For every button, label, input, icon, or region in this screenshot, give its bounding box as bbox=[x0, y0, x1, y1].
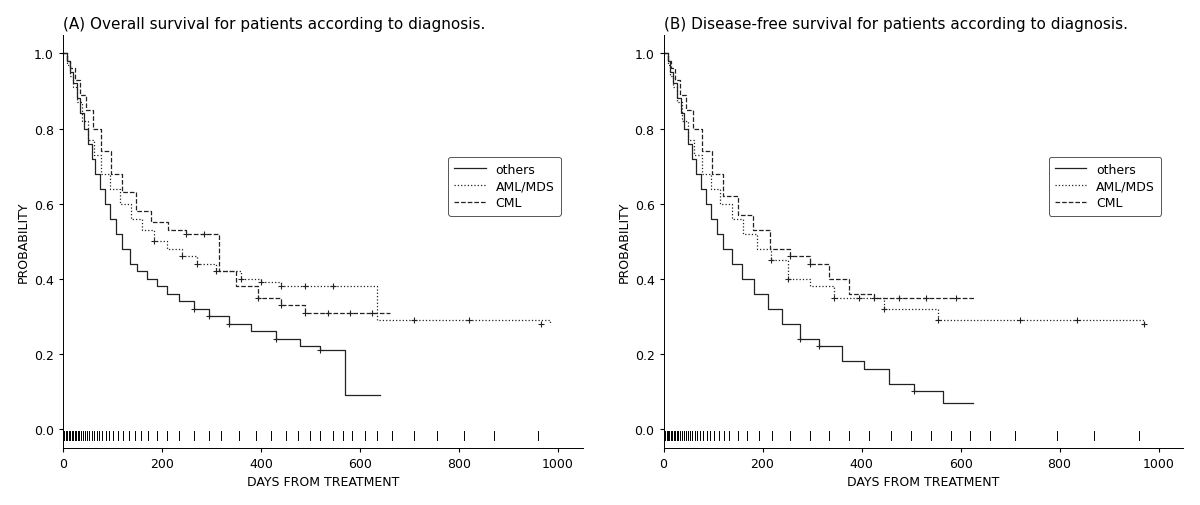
Legend: others, AML/MDS, CML: others, AML/MDS, CML bbox=[1049, 157, 1162, 216]
Text: (B) Disease-free survival for patients according to diagnosis.: (B) Disease-free survival for patients a… bbox=[664, 17, 1128, 32]
X-axis label: DAYS FROM TREATMENT: DAYS FROM TREATMENT bbox=[847, 475, 1000, 488]
X-axis label: DAYS FROM TREATMENT: DAYS FROM TREATMENT bbox=[246, 475, 398, 488]
Text: (A) Overall survival for patients according to diagnosis.: (A) Overall survival for patients accord… bbox=[62, 17, 485, 32]
Y-axis label: PROBABILITY: PROBABILITY bbox=[17, 201, 30, 282]
Legend: others, AML/MDS, CML: others, AML/MDS, CML bbox=[448, 157, 560, 216]
Y-axis label: PROBABILITY: PROBABILITY bbox=[617, 201, 630, 282]
